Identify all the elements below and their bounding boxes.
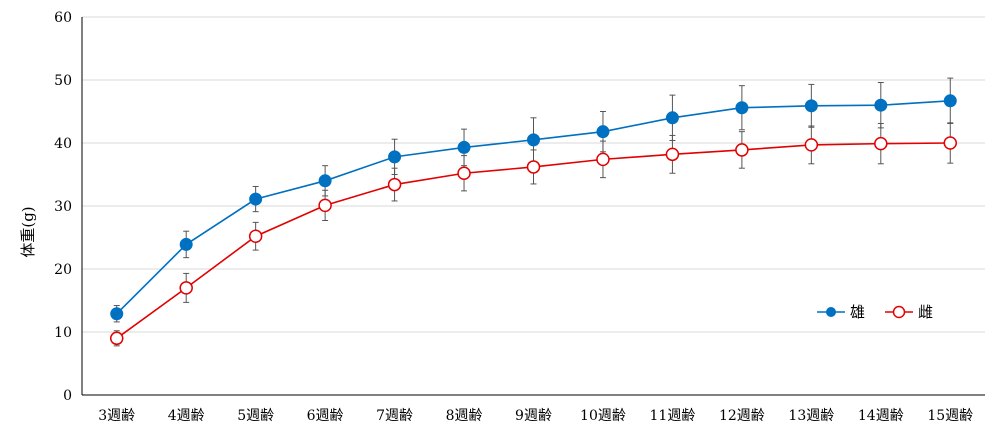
axes bbox=[81, 17, 985, 396]
x-tick-label: 6週齢 bbox=[307, 408, 344, 424]
legend-label: 雌 bbox=[918, 303, 933, 321]
data-point bbox=[943, 136, 958, 150]
x-tick-label: 13週齢 bbox=[788, 408, 834, 424]
data-point bbox=[596, 125, 610, 139]
x-tick-label: 14週齢 bbox=[858, 408, 904, 424]
data-point-markers bbox=[109, 94, 958, 346]
x-tick-label: 11週齢 bbox=[650, 408, 696, 424]
legend: 雄雌 bbox=[817, 303, 933, 321]
data-point bbox=[596, 152, 610, 167]
x-tick-label: 9週齢 bbox=[515, 408, 552, 424]
data-point bbox=[457, 140, 471, 154]
x-tick-label: 15週齢 bbox=[927, 408, 973, 424]
data-point bbox=[943, 94, 957, 108]
legend-marker bbox=[892, 305, 906, 319]
y-tick-label: 20 bbox=[54, 262, 72, 278]
data-point bbox=[527, 133, 540, 147]
y-tick-labels: 0 10 20 30 40 50 60 bbox=[54, 10, 72, 404]
data-point bbox=[388, 150, 402, 164]
x-tick-label: 12週齢 bbox=[719, 408, 765, 424]
data-point bbox=[804, 99, 818, 113]
data-point bbox=[249, 192, 263, 206]
data-point bbox=[109, 331, 124, 346]
data-point bbox=[735, 143, 749, 157]
data-point bbox=[318, 174, 332, 188]
data-point bbox=[110, 307, 124, 321]
x-tick-label: 4週齢 bbox=[168, 408, 205, 424]
data-point bbox=[457, 166, 471, 180]
y-tick-label: 40 bbox=[54, 136, 72, 152]
x-tick-label: 3週齢 bbox=[98, 408, 135, 424]
data-point bbox=[665, 111, 679, 125]
error-bars bbox=[113, 77, 954, 347]
data-point bbox=[735, 101, 749, 115]
data-point bbox=[179, 281, 193, 295]
y-tick-label: 50 bbox=[54, 73, 72, 89]
data-point bbox=[874, 136, 888, 151]
data-point bbox=[387, 177, 402, 192]
data-point bbox=[874, 98, 888, 112]
x-tick-labels: 3週齢 4週齢 5週齢 6週齢 7週齢 8週齢 9週齢 10週齢 11週齢 12週齢 13週齢 14週… bbox=[98, 408, 973, 424]
legend-label: 雄 bbox=[850, 303, 865, 321]
y-tick-label: 60 bbox=[54, 10, 72, 26]
x-tick-label: 5週齢 bbox=[237, 408, 274, 424]
grid-lines bbox=[82, 16, 985, 333]
data-point bbox=[248, 229, 263, 243]
data-point bbox=[665, 147, 680, 162]
x-tick-label: 8週齢 bbox=[446, 408, 483, 424]
data-point bbox=[526, 160, 541, 174]
y-tick-label: 30 bbox=[54, 199, 72, 215]
x-tick-label: 10週齢 bbox=[580, 408, 626, 424]
y-tick-label: 10 bbox=[54, 325, 72, 341]
y-axis-title: 体重(g) bbox=[19, 206, 37, 257]
x-tick-label: 7週齢 bbox=[376, 408, 413, 424]
data-point bbox=[318, 198, 332, 213]
legend-marker bbox=[826, 307, 836, 317]
data-point bbox=[179, 237, 193, 251]
data-point bbox=[804, 138, 819, 152]
y-tick-label: 0 bbox=[63, 388, 72, 404]
